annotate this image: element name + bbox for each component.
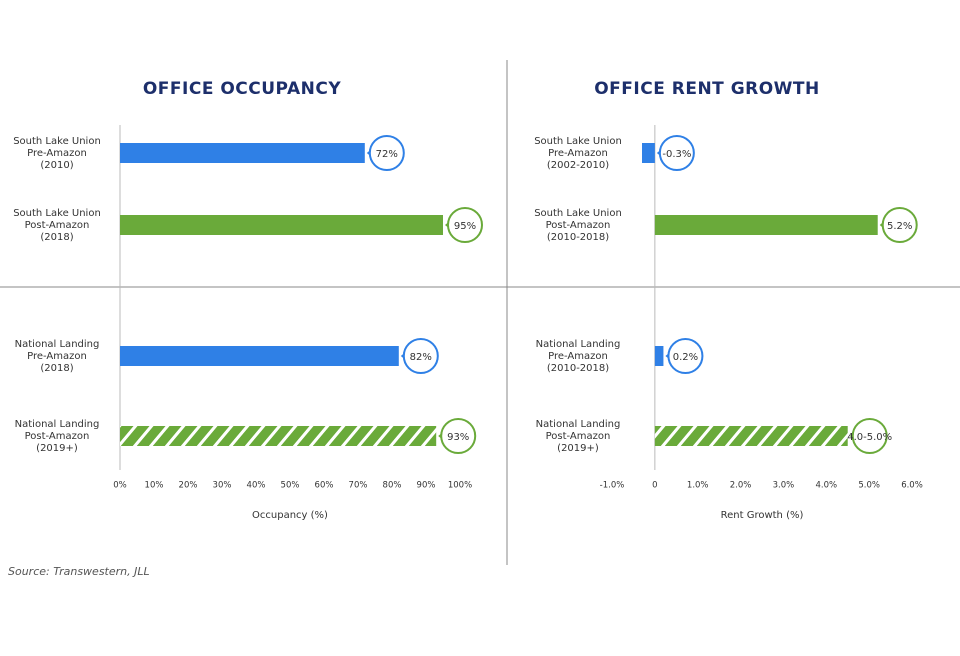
label-bubble [447, 207, 483, 243]
category-label: (2018) [40, 232, 73, 243]
category-label: South Lake Union [534, 136, 622, 147]
bar [654, 215, 878, 235]
x-tick-label: 30% [213, 481, 232, 491]
x-tick-label: 6.0% [901, 481, 923, 491]
value-label: -0.3% [662, 149, 691, 160]
bar [120, 143, 365, 163]
bar [654, 346, 664, 366]
x-tick-label: 0% [113, 481, 127, 491]
category-label: South Lake Union [13, 208, 101, 219]
x-tick-label: 5.0% [858, 481, 880, 491]
x-tick-label: 0 [652, 481, 657, 491]
category-label: Pre-Amazon [548, 351, 608, 362]
bar [120, 215, 443, 235]
value-label: 0.2% [673, 352, 698, 363]
category-label: (2010-2018) [547, 363, 609, 374]
source: Source: Transwestern, JLL [8, 565, 150, 578]
value-label: 4.0-5.0% [847, 432, 892, 443]
category-label: South Lake Union [534, 208, 622, 219]
category-label: Pre-Amazon [27, 351, 87, 362]
category-label: National Landing [15, 339, 100, 350]
value-label: 95% [454, 221, 476, 232]
x-tick-label: 4.0% [815, 481, 837, 491]
category-label: National Landing [15, 419, 100, 430]
x-tick-label: 3.0% [773, 481, 795, 491]
value-label: 72% [376, 149, 398, 160]
label-bubble [881, 207, 918, 243]
category-label: (2010-2018) [547, 232, 609, 243]
x-tick-label: 1.0% [687, 481, 709, 491]
label-bubble [658, 135, 695, 171]
x-axis-label: Rent Growth (%) [721, 510, 804, 521]
category-label: (2018) [40, 363, 73, 374]
category-label: Pre-Amazon [27, 148, 87, 159]
x-axis-label: Occupancy (%) [252, 510, 328, 521]
bar [654, 426, 848, 446]
label-bubble [667, 338, 704, 374]
category-label: Pre-Amazon [548, 148, 608, 159]
bar [120, 346, 399, 366]
x-tick-label: 80% [383, 481, 402, 491]
bar [120, 426, 437, 446]
x-tick-label: 2.0% [730, 481, 752, 491]
value-label: 5.2% [887, 221, 912, 232]
category-label: National Landing [536, 419, 621, 430]
x-tick-label: 70% [349, 481, 368, 491]
x-tick-label: 20% [179, 481, 198, 491]
x-tick-label: 100% [448, 481, 472, 491]
x-tick-label: 40% [247, 481, 266, 491]
x-tick-label: 90% [417, 481, 436, 491]
x-tick-label: 10% [145, 481, 164, 491]
chart-title: OFFICE RENT GROWTH [594, 79, 820, 99]
category-label: National Landing [536, 339, 621, 350]
x-tick-label: 50% [281, 481, 300, 491]
category-label: South Lake Union [13, 136, 101, 147]
label-bubble [402, 338, 439, 374]
category-label: (2019+) [557, 443, 599, 454]
category-label: (2010) [40, 160, 73, 171]
label-bubble [851, 418, 888, 454]
value-label: 82% [410, 352, 432, 363]
category-label: Post-Amazon [25, 431, 90, 442]
category-label: Post-Amazon [25, 220, 90, 231]
category-label: Post-Amazon [546, 431, 611, 442]
chart-title: OFFICE OCCUPANCY [143, 79, 341, 99]
value-label: 93% [447, 432, 469, 443]
category-label: (2002-2010) [547, 160, 609, 171]
x-tick-label: 60% [315, 481, 334, 491]
label-bubble [368, 135, 405, 171]
x-tick-label: -1.0% [600, 481, 625, 491]
label-bubble [440, 418, 477, 454]
bar [642, 143, 655, 163]
category-label: (2019+) [36, 443, 78, 454]
category-label: Post-Amazon [546, 220, 611, 231]
